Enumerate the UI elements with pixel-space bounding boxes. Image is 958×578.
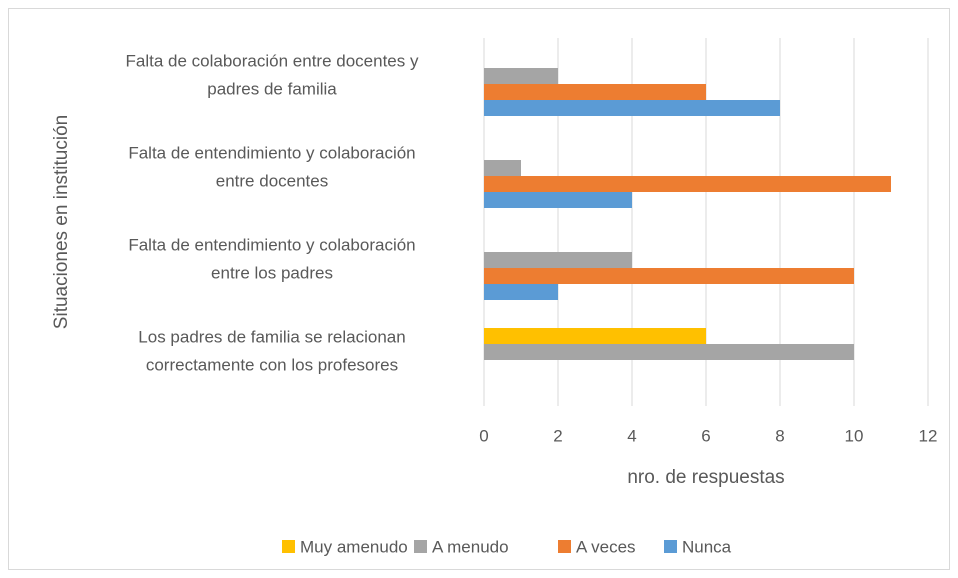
y-tick-label: correctamente con los profesores xyxy=(146,355,398,374)
x-tick-label: 4 xyxy=(627,426,636,445)
y-tick-label: padres de familia xyxy=(207,79,337,98)
bar xyxy=(484,192,632,208)
y-axis-title: Situaciones en institución xyxy=(51,115,72,329)
bar xyxy=(484,160,521,176)
y-tick-label: Falta de colaboración entre docentes y xyxy=(126,51,419,70)
legend-swatch xyxy=(558,540,571,553)
bar xyxy=(484,176,891,192)
x-tick-label: 0 xyxy=(479,426,488,445)
bar xyxy=(484,268,854,284)
x-tick-label: 2 xyxy=(553,426,562,445)
y-tick-label: Falta de entendimiento y colaboración xyxy=(128,143,415,162)
x-tick-label: 12 xyxy=(919,426,938,445)
y-tick-label: entre los padres xyxy=(211,263,333,282)
x-axis-title: nro. de respuestas xyxy=(627,467,784,488)
bar xyxy=(484,344,854,360)
legend-label: A menudo xyxy=(432,537,509,556)
bar xyxy=(484,84,706,100)
x-tick-label: 6 xyxy=(701,426,710,445)
legend-swatch xyxy=(664,540,677,553)
legend-label: A veces xyxy=(576,537,636,556)
y-tick-label: Falta de entendimiento y colaboración xyxy=(128,235,415,254)
y-tick-label: entre docentes xyxy=(216,171,328,190)
bar xyxy=(484,252,632,268)
y-tick-label: Los padres de familia se relacionan xyxy=(138,327,405,346)
bar xyxy=(484,100,780,116)
chart-border xyxy=(8,8,950,570)
legend-swatch xyxy=(282,540,295,553)
legend-swatch xyxy=(414,540,427,553)
bar xyxy=(484,328,706,344)
x-tick-label: 10 xyxy=(845,426,864,445)
x-tick-label: 8 xyxy=(775,426,784,445)
bar xyxy=(484,284,558,300)
legend-label: Nunca xyxy=(682,537,732,556)
legend-label: Muy amenudo xyxy=(300,537,408,556)
bar xyxy=(484,68,558,84)
